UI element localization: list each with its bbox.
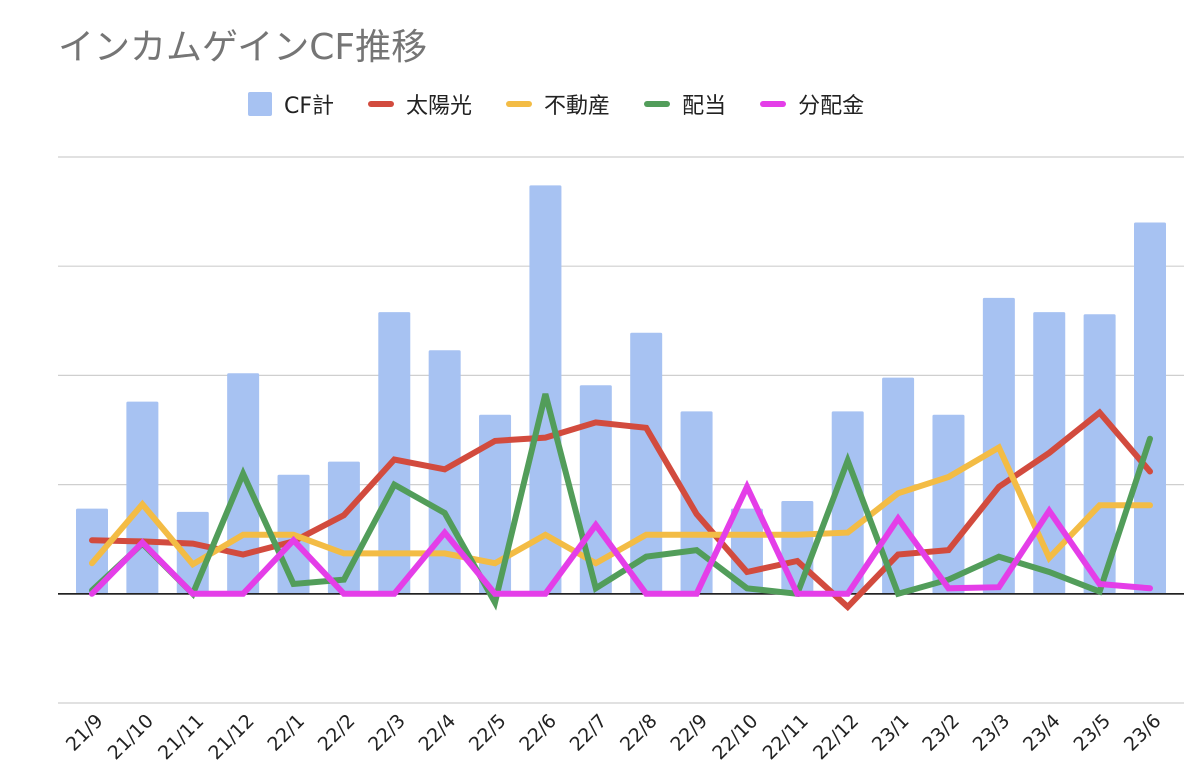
legend-item-solar[interactable]: 太陽光 [368, 88, 472, 120]
x-tick-label: 22/8 [616, 710, 662, 756]
legend-label-distribution: 分配金 [798, 94, 865, 119]
legend-item-cf[interactable]: CF計 [248, 88, 334, 120]
bar-cf-22/5 [479, 414, 512, 594]
bar-cf-21/9 [76, 508, 108, 594]
legend-label-dividend: 配当 [682, 94, 727, 119]
x-tick-label: 22/4 [414, 710, 460, 756]
gridlines [58, 156, 1184, 704]
x-tick-label: 23/4 [1019, 710, 1065, 756]
x-tick-label: 21/10 [104, 710, 158, 764]
x-tick-label: 22/7 [566, 710, 612, 756]
legend-swatch-distribution [760, 101, 787, 107]
legend-label-cf: CF計 [284, 94, 335, 119]
bar-cf-23/6 [1134, 222, 1166, 594]
x-tick-label: 22/6 [515, 710, 561, 756]
x-tick-label: 22/2 [314, 710, 360, 756]
x-tick-label: 22/10 [708, 710, 762, 764]
x-tick-label: 21/12 [204, 710, 258, 764]
bar-cf-21/10 [126, 401, 159, 594]
line-series-3 [89, 479, 1153, 597]
bar-cf-23/2 [932, 414, 965, 594]
bar-cf-23/5 [1083, 314, 1116, 594]
x-tick-label: 21/9 [62, 710, 108, 756]
legend-item-dividend[interactable]: 配当 [644, 88, 726, 120]
x-tick-label: 23/6 [1120, 710, 1166, 756]
chart-legend: CF計 太陽光 不動産 配当 分配金 [248, 88, 898, 120]
x-tick-label: 23/2 [918, 710, 964, 756]
line-series-0 [89, 408, 1153, 612]
x-tick-label: 22/5 [465, 710, 511, 756]
x-tick-label: 23/1 [868, 710, 914, 756]
legend-swatch-cf [248, 92, 272, 116]
bars-cf-total [58, 185, 1184, 595]
bar-cf-23/1 [882, 377, 915, 594]
legend-swatch-realestate [506, 101, 533, 107]
x-tick-label: 22/9 [666, 710, 712, 756]
bar-cf-22/6 [529, 185, 562, 594]
x-tick-label: 22/11 [759, 710, 813, 764]
x-tick-label: 22/1 [263, 710, 309, 756]
x-tick-label: 22/3 [364, 710, 410, 756]
series-lines [89, 393, 1153, 612]
chart-title: インカムゲインCF推移 [58, 27, 428, 68]
legend-label-realestate: 不動産 [544, 94, 611, 119]
legend-swatch-solar [368, 101, 395, 107]
bar-cf-22/7 [579, 385, 612, 594]
bar-cf-22/3 [378, 312, 411, 594]
legend-item-distribution[interactable]: 分配金 [760, 88, 864, 120]
bar-cf-22/12 [831, 411, 864, 594]
bar-cf-21/12 [227, 373, 260, 594]
legend-item-realestate[interactable]: 不動産 [506, 88, 610, 120]
x-tick-label: 23/5 [1069, 710, 1115, 756]
legend-label-solar: 太陽光 [406, 94, 473, 119]
x-tick-label: 22/12 [809, 710, 863, 764]
line-series-2 [89, 393, 1153, 611]
legend-swatch-dividend [644, 101, 671, 107]
x-tick-label: 23/3 [969, 710, 1015, 756]
x-tick-label: 21/11 [154, 710, 208, 764]
bar-cf-22/11 [781, 500, 814, 594]
bar-cf-22/8 [630, 332, 663, 594]
